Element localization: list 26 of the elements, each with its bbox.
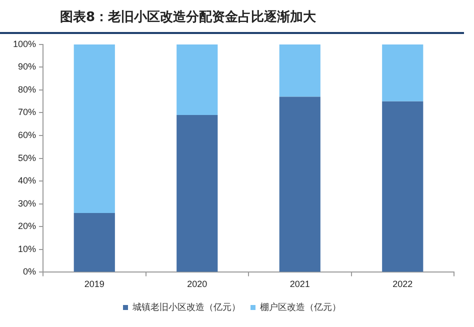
y-tick-label: 80%: [18, 84, 36, 94]
y-tick-label: 40%: [18, 176, 36, 186]
y-tick-label: 100%: [12, 38, 36, 49]
y-tick-label: 0%: [23, 266, 36, 277]
y-tick-label: 60%: [18, 130, 36, 140]
y-tick-label: 70%: [18, 107, 36, 118]
x-tick-label: 2022: [392, 279, 413, 290]
y-tick-label: 20%: [18, 221, 36, 232]
bar: [382, 44, 424, 102]
bar: [176, 115, 218, 272]
bar: [279, 96, 320, 272]
y-tick-label: 90%: [18, 62, 36, 72]
y-tick-label: 50%: [18, 152, 36, 163]
y-tick-label: 10%: [18, 244, 36, 254]
bar: [74, 212, 115, 272]
x-tick-label: 2021: [290, 279, 310, 290]
bar: [74, 44, 115, 213]
x-tick-label: 2019: [84, 279, 104, 290]
x-tick-label: 2020: [187, 279, 208, 290]
bar: [279, 44, 320, 97]
bar: [176, 44, 218, 116]
chart-title: 图表8：老旧小区改造分配资金占比逐渐加大: [59, 9, 318, 26]
bar: [382, 101, 424, 272]
y-tick-label: 30%: [18, 198, 36, 208]
legend-label: 棚户区改造（亿元）: [260, 302, 341, 313]
legend-label: 城镇老旧小区改造（亿元）: [132, 302, 240, 313]
